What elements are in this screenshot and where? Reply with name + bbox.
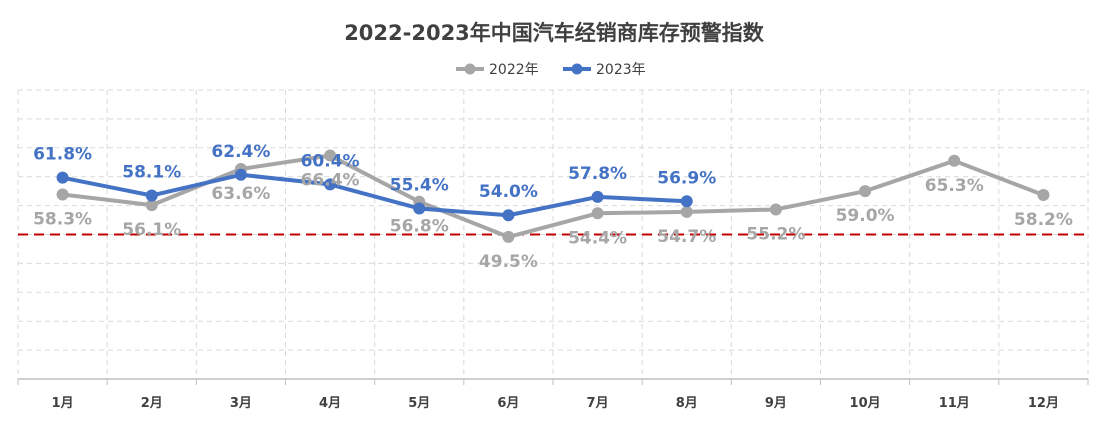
- x-tick-label: 10月: [850, 396, 881, 411]
- data-label-2023: 56.9%: [657, 168, 716, 188]
- data-label-2022: 63.6%: [211, 184, 270, 204]
- data-label-2022: 54.7%: [657, 227, 716, 247]
- data-label-2022: 56.8%: [390, 217, 449, 237]
- data-point-2022: [145, 199, 158, 212]
- data-point-2023: [324, 178, 337, 191]
- legend-label-2023: 2023年: [596, 62, 646, 78]
- data-label-2022: 58.2%: [1014, 210, 1073, 230]
- x-tick-label: 1月: [52, 396, 74, 411]
- data-point-2023: [502, 209, 515, 222]
- data-point-2022: [56, 188, 69, 201]
- legend-marker-2022: [464, 63, 476, 75]
- legend: 2022年 2023年: [456, 62, 646, 78]
- data-label-2023: 57.8%: [568, 164, 627, 184]
- data-point-2022: [948, 154, 961, 167]
- x-tick-label: 7月: [587, 396, 609, 411]
- data-labels: 58.3% 56.1% 63.6% 66.4% 56.8% 49.5% 54.4% 54.7%…: [33, 142, 1073, 272]
- legend-label-2022: 2022年: [489, 62, 539, 78]
- data-point-2022: [680, 205, 693, 218]
- data-label-2022: 65.3%: [925, 176, 984, 196]
- data-label-2023: 54.0%: [479, 182, 538, 202]
- chart-title: 2022-2023年中国汽车经销商库存预警指数: [344, 21, 765, 45]
- data-point-2022: [324, 149, 337, 162]
- data-label-2022: 54.4%: [568, 228, 627, 248]
- data-label-2023: 58.1%: [122, 162, 181, 182]
- x-tick-label: 9月: [765, 396, 787, 411]
- data-label-2023: 62.4%: [211, 142, 270, 162]
- x-tick-label: 12月: [1028, 396, 1059, 411]
- data-label-2023: 60.4%: [301, 151, 360, 171]
- data-label-2022: 49.5%: [479, 252, 538, 272]
- data-point-2022: [502, 230, 515, 243]
- legend-item-2023: 2023年: [563, 62, 646, 78]
- data-point-2023: [145, 189, 158, 202]
- data-label-2022: 58.3%: [33, 210, 92, 230]
- x-tick-label: 5月: [408, 396, 430, 411]
- x-tick-label: 11月: [939, 396, 970, 411]
- series-group: [56, 149, 1050, 243]
- legend-item-2022: 2022年: [456, 62, 539, 78]
- data-label-2022: 66.4%: [301, 171, 360, 191]
- data-point-2022: [591, 207, 604, 220]
- data-point-2022: [769, 203, 782, 216]
- data-label-2022: 55.2%: [746, 224, 805, 244]
- x-tick-label: 8月: [676, 396, 698, 411]
- data-label-2022: 56.1%: [122, 220, 181, 240]
- x-tick-label: 4月: [319, 396, 341, 411]
- data-label-2023: 61.8%: [33, 145, 92, 165]
- data-point-2023: [56, 171, 69, 184]
- data-point-2023: [591, 190, 604, 203]
- data-point-2022: [1037, 189, 1050, 202]
- data-label-2022: 59.0%: [836, 206, 895, 226]
- series-line-2023: [60, 172, 689, 218]
- data-point-2022: [859, 185, 872, 198]
- data-label-2023: 55.4%: [390, 175, 449, 195]
- data-point-2023: [413, 202, 426, 215]
- legend-marker-2023: [571, 63, 583, 75]
- x-tick-label: 6月: [497, 396, 519, 411]
- x-axis: 1月 2月 3月 4月 5月 6月 7月 8月 9月 10月 11月 12月: [17, 378, 1089, 411]
- x-tick-label: 3月: [230, 396, 252, 411]
- data-point-2023: [234, 168, 247, 181]
- data-point-2023: [680, 195, 693, 208]
- x-tick-label: 2月: [141, 396, 163, 411]
- series-line-2022: [60, 153, 1046, 239]
